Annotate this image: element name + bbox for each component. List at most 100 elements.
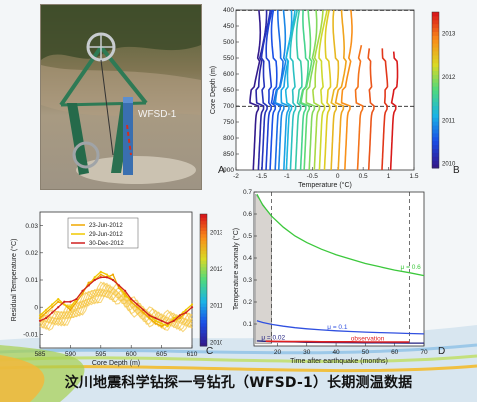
chart-b: -2 -1.5 -1 -0.5 0 0.5 1 1.5 400 450 500 550 600 650 70… [210,7,456,189]
temperature-profile [354,45,364,171]
colorbar-c-segment [200,260,207,264]
colorbar-b-segment [432,82,439,87]
x-tick-label: 585 [35,351,46,358]
colorbar-c-segment [200,339,207,344]
temperature-profile [249,9,262,171]
series-point [93,278,96,282]
colorbar-b-segment [432,105,439,110]
legend-label: 30-Dec-2012 [89,241,124,247]
figure-caption: 汶川地震科学钻探一号钻孔（WFSD-1）长期测温数据 [64,375,413,391]
series-point [184,308,188,312]
temperature-profile [340,9,353,171]
x-tick-label: 40 [332,349,340,356]
colorbar-c-segment [200,220,207,225]
colorbar-c-segment [200,263,207,268]
series-point [51,311,54,314]
series-point [136,306,139,309]
colorbar-c-segment [200,329,207,334]
temperature-profile [367,48,375,171]
colorbar-b-segment [432,93,439,99]
colorbar-c-segment [200,237,207,241]
wellhead-photo-drawing [41,5,201,189]
x-tick-label: 595 [95,351,106,358]
colorbar-c-segment [200,299,207,304]
series-point [38,314,42,317]
series-label: μ = 0.6 [401,264,422,271]
colorbar-c-segment [200,332,207,337]
colorbar-b-segment [432,160,439,165]
y-tick-label: 500 [223,39,234,46]
x-tick-label: -0.5 [307,173,319,180]
colorbar-b-segment [432,27,439,32]
temperature-profile [330,9,340,171]
colorbar-c-segment [200,296,207,301]
series-line [256,193,425,277]
temperature-profile [294,9,303,171]
series-point [105,273,108,276]
y-tick-label: 0.3 [243,277,252,284]
y-tick-label: 900 [223,167,234,174]
colorbar-c-segment [200,240,207,245]
y-tick-label: 0.7 [243,189,252,196]
background-profile [39,281,193,323]
x-tick-label: 0 [336,173,340,180]
colorbar-c-segment [200,223,207,228]
y-axis-label: Temperature anomaly (°C) [232,228,240,310]
colorbar-b-tick-label: 2013 [442,32,456,38]
series-point [172,319,175,322]
x-tick-label: -1 [284,173,290,180]
colorbar-c-segment [200,217,207,222]
colorbar-c-tick-label: 2013 [210,230,222,236]
series-point [38,319,42,322]
series-point [136,303,139,306]
colorbar-b-segment [432,140,439,146]
x-tick-label: 70 [420,349,428,356]
series-point [124,289,127,292]
background-profile [39,282,193,324]
colorbar-c-segment [200,289,207,294]
series-point [63,303,66,306]
colorbar-b-segment [432,39,439,44]
colorbar-c-segment [200,256,207,261]
colorbar-b-frame [431,11,440,169]
y-tick-label: 700 [223,103,234,110]
plot-area-d [253,191,425,347]
colorbar-c-segment [200,214,207,218]
colorbar-b-tick-label: 2011 [442,118,456,124]
series-point [99,270,102,273]
series-point [154,322,157,325]
series-point [75,297,78,301]
colorbar-c-segment [200,303,207,307]
series-point [111,273,115,276]
series-point [130,297,133,301]
y-tick-label: 850 [223,151,234,158]
y-axis-label: Core Depth (m) [210,66,217,114]
panel-letter-a: A [218,165,225,176]
x-tick-label: 600 [126,351,137,358]
y-tick-label: 0.4 [243,255,252,262]
y-tick-label: 450 [223,23,234,30]
y-tick-label: 0.6 [243,211,252,218]
series-point [111,278,115,282]
x-tick-label: 20 [274,349,282,356]
series-point [51,306,54,309]
colorbar-c-segment [200,326,207,330]
series-point [178,314,181,317]
colorbar-b-segment [432,62,439,68]
colorbar-b-tick-label: 2010 [442,162,456,168]
series-point [57,306,60,309]
series-point [148,314,151,317]
series-line [256,320,425,335]
temperature-profile [269,9,278,171]
colorbar-c-segment [200,270,207,274]
series-point [117,284,121,287]
y-tick-label: 750 [223,119,234,126]
temperature-profile [284,9,296,171]
colorbar-c-tick-label: 2010 [210,340,222,346]
colorbar-b-segment [432,117,439,122]
series-point [166,322,169,325]
series-point [63,300,66,303]
colorbar-c-segment [200,276,207,281]
series-point [69,308,72,312]
colorbar-c-segment [200,313,207,317]
